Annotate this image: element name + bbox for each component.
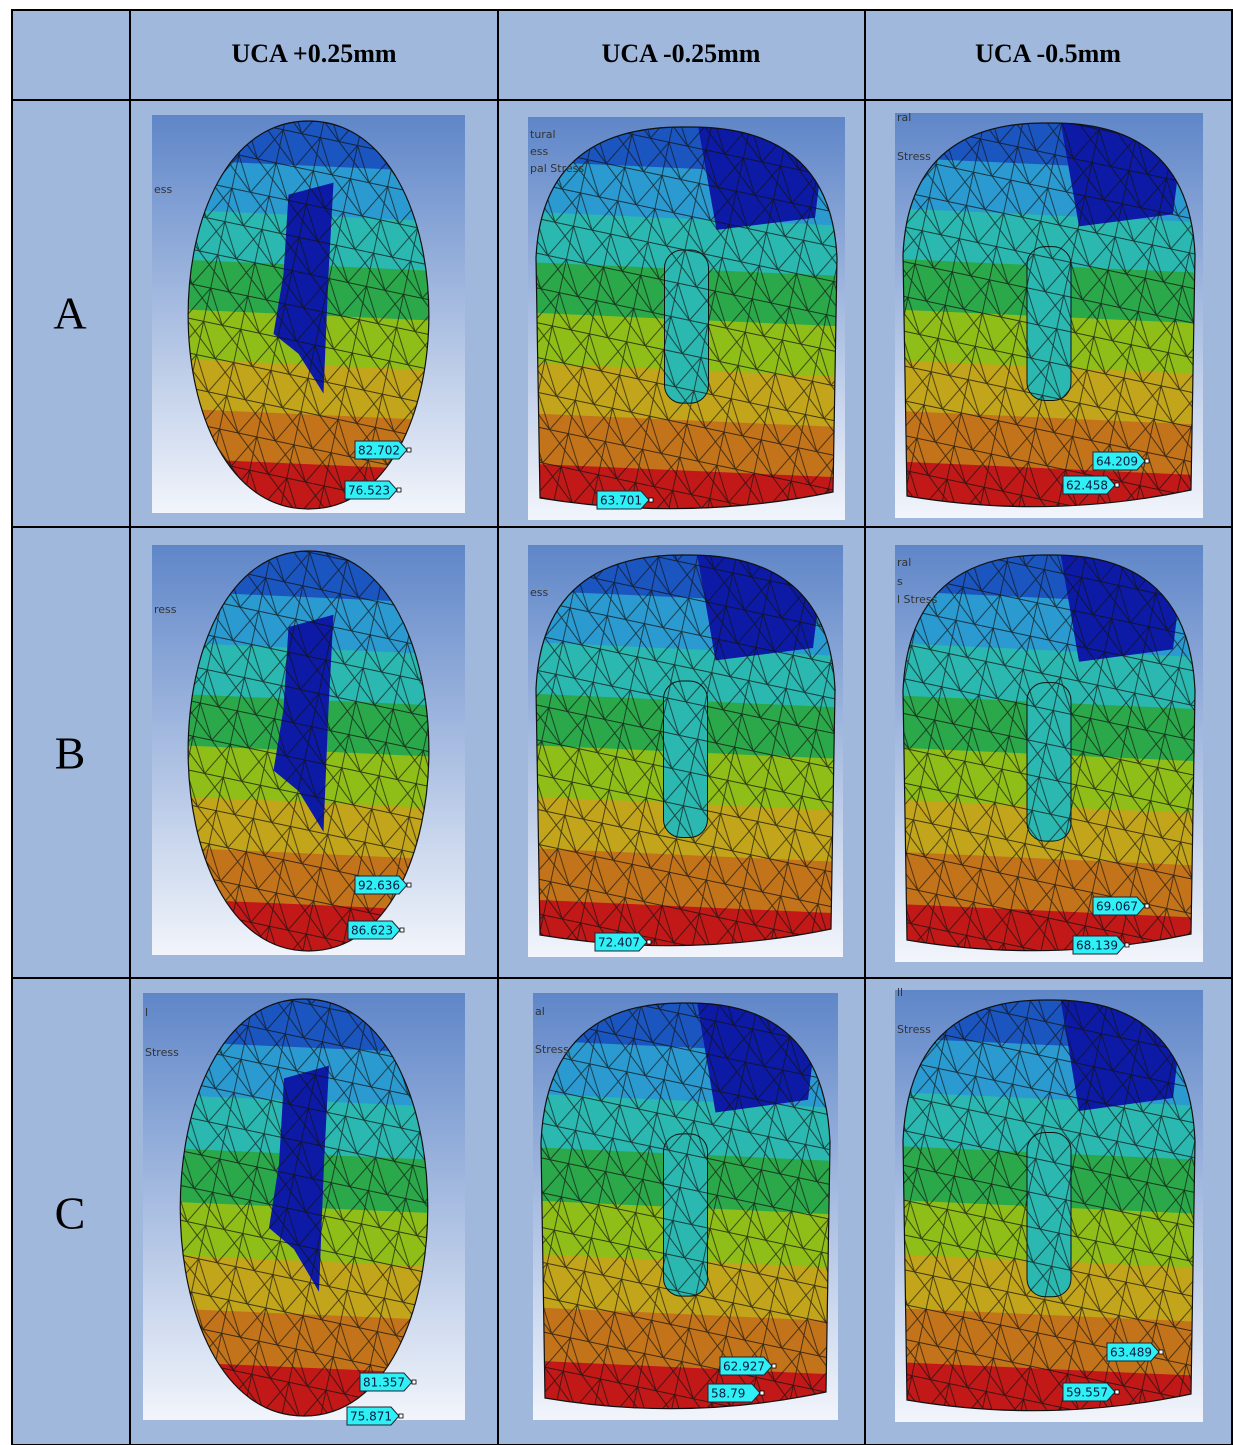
column-header: UCA +0.25mm [231, 39, 396, 68]
mesh [533, 993, 838, 1420]
fem-image: ess 82.702 76.523 [152, 109, 465, 523]
fem-image: ll Stress 63.489 59.557 [895, 984, 1203, 1432]
callout-marker [1115, 483, 1119, 487]
stress-body [533, 987, 838, 1430]
row-label: C [55, 1188, 86, 1239]
callout-value: 63.489 [1110, 1346, 1152, 1360]
callout-marker [1159, 1350, 1163, 1354]
callout-value: 75.871 [350, 1410, 392, 1424]
callout-marker [412, 1380, 416, 1384]
fem-image: al Stress 62.927 58.79 [533, 987, 838, 1430]
callout-marker [760, 1391, 764, 1395]
callout-marker [397, 488, 401, 492]
legend-text: Stress [897, 150, 931, 163]
callout-marker [1115, 1390, 1119, 1394]
legend-text: l [145, 1006, 148, 1019]
legend-text: ess [530, 145, 548, 158]
fem-image: ress 92.636 86.623 [152, 539, 465, 965]
mesh [528, 545, 843, 957]
callout-value: 86.623 [351, 924, 393, 938]
callout-marker [772, 1364, 776, 1368]
fem-image: ral Stress 64.209 62.458 [895, 107, 1203, 528]
mesh [528, 117, 845, 520]
callout-value: 92.636 [358, 879, 400, 893]
callout-value: 69.067 [1096, 900, 1138, 914]
callout-marker [647, 940, 651, 944]
legend-text: ess [154, 183, 172, 196]
callout-marker [1145, 459, 1149, 463]
callout-value: 68.139 [1076, 939, 1118, 953]
callout-value: 76.523 [348, 484, 390, 498]
stress-body [528, 539, 843, 967]
callout-marker [407, 883, 411, 887]
stress-body [895, 539, 1203, 972]
mesh [895, 545, 1203, 962]
callout-marker [407, 448, 411, 452]
legend-text: ll [897, 986, 903, 999]
legend-text: Stress [145, 1046, 179, 1059]
column-header: UCA -0.25mm [602, 39, 761, 68]
legend-text: ral [897, 111, 911, 124]
legend-text: pal Stress [530, 162, 584, 175]
legend-text: al [535, 1005, 545, 1018]
legend-text: Stress [535, 1043, 569, 1056]
fem-image: l Stress 81.357 75.871 [143, 987, 465, 1430]
callout-marker [400, 928, 404, 932]
row-label: B [55, 728, 86, 779]
callout-marker [399, 1414, 403, 1418]
callout-value: 82.702 [358, 444, 400, 458]
legend-text: tural [530, 128, 556, 141]
callout-marker [649, 498, 653, 502]
legend-text: l Stress [897, 593, 938, 606]
callout-value: 58.79 [711, 1387, 745, 1401]
mesh [895, 113, 1203, 518]
stress-body [895, 984, 1203, 1432]
fem-image: ess 72.407 [528, 539, 843, 967]
fem-image: ral s l Stress 69.067 68.139 [895, 539, 1203, 972]
callout-value: 62.458 [1066, 479, 1108, 493]
mesh [895, 990, 1203, 1422]
figure-table: UCA +0.25mm UCA -0.25mm UCA -0.5mm A B C… [0, 0, 1233, 1445]
column-header: UCA -0.5mm [975, 39, 1121, 68]
legend-text: ess [530, 586, 548, 599]
callout-value: 81.357 [363, 1376, 405, 1390]
fem-image: tural ess pal Stress 63.701 [528, 111, 845, 530]
callout-value: 72.407 [598, 936, 640, 950]
legend-text: Stress [897, 1023, 931, 1036]
callout-marker [1125, 943, 1129, 947]
stress-body [895, 107, 1203, 528]
callout-value: 63.701 [600, 494, 642, 508]
callout-value: 59.557 [1066, 1386, 1108, 1400]
callout-value: 62.927 [723, 1360, 765, 1374]
legend-text: ral [897, 556, 911, 569]
callout-value: 64.209 [1096, 455, 1138, 469]
legend-text: ress [154, 603, 177, 616]
legend-text: s [897, 575, 903, 588]
row-label: A [53, 288, 86, 339]
callout-marker [1145, 904, 1149, 908]
